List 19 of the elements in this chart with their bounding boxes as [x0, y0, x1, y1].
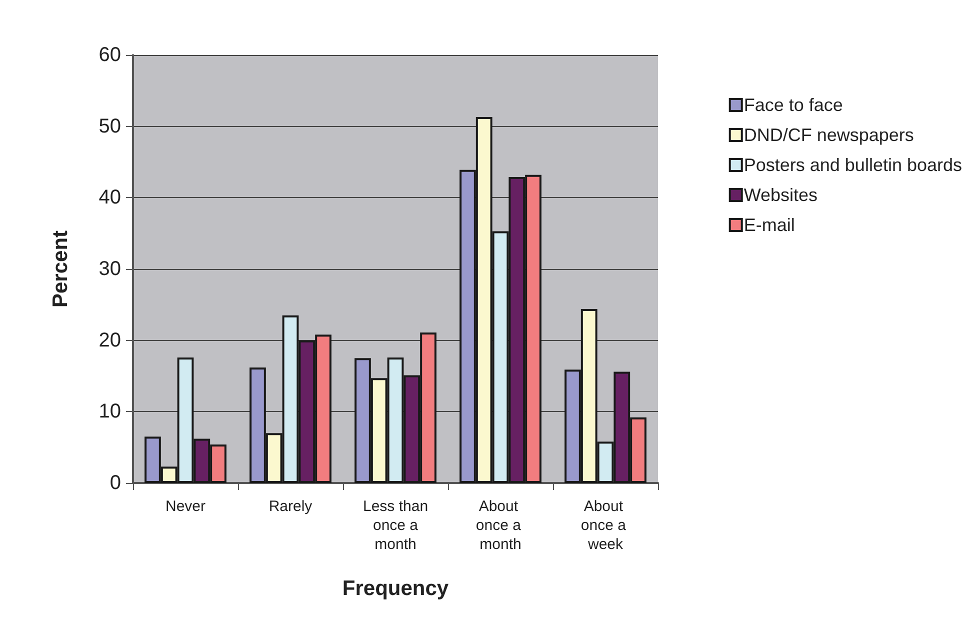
x-tick-label: Never: [165, 498, 206, 515]
legend-label: DND/CF newspapers: [744, 125, 914, 145]
legend-label: Posters and bulletin boards: [744, 155, 962, 175]
legend-label: Face to face: [744, 95, 843, 115]
y-tick-label: 10: [98, 400, 121, 423]
y-tick-label: 40: [98, 186, 121, 209]
y-axis-title: Percent: [49, 230, 72, 308]
y-tick-label: 20: [98, 329, 121, 352]
x-tick-label: About once a week: [580, 498, 630, 553]
x-tick-label: About once a month: [476, 498, 526, 553]
y-tick-label: 50: [98, 115, 121, 138]
legend-label: Websites: [744, 185, 818, 205]
y-tick-label: 60: [98, 44, 121, 66]
legend-label: E-mail: [744, 215, 795, 235]
x-axis-title: Frequency: [342, 577, 449, 600]
x-tick-label: Rarely: [268, 498, 313, 515]
x-tick-label: Less than once a month: [362, 498, 428, 553]
y-tick-label: 30: [98, 258, 121, 280]
y-tick-label: 0: [110, 472, 121, 494]
